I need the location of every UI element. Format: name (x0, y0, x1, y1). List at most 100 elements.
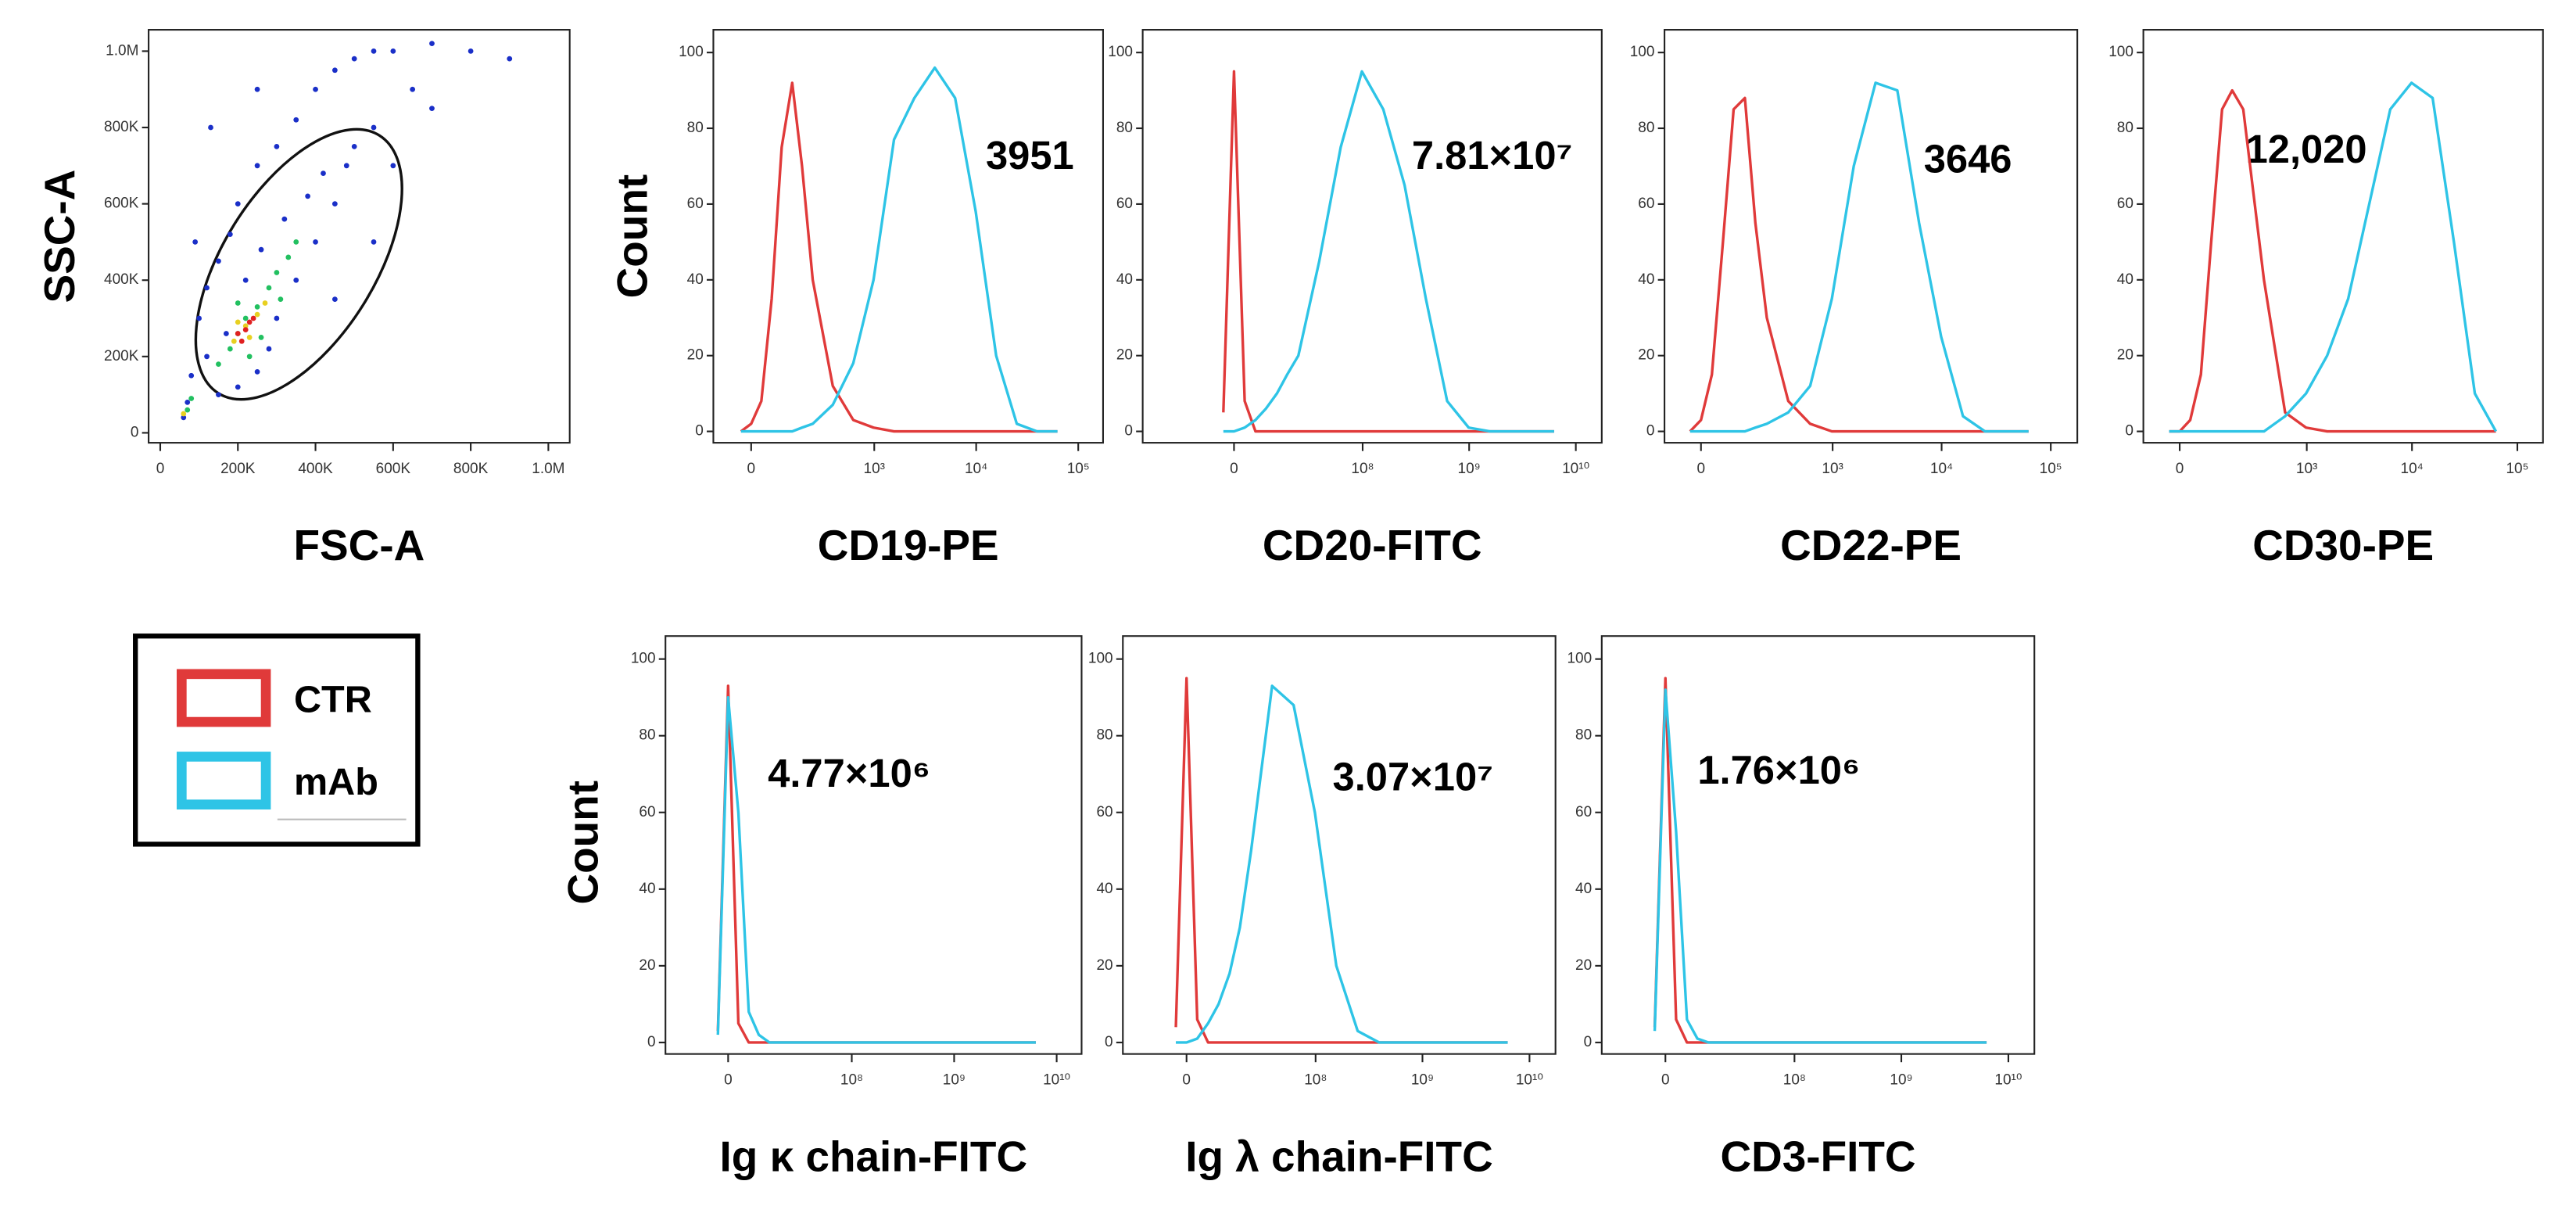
plot-frame (1600, 635, 2036, 1055)
y-tick-label: 20 (1116, 347, 1133, 364)
legend-label: mAb (294, 761, 378, 803)
point (429, 41, 435, 47)
annotation: 3.07×10⁷ (1333, 754, 1494, 799)
point (254, 163, 260, 169)
legend-box (133, 634, 421, 847)
y-tick-label: 60 (2117, 196, 2134, 212)
histogram-line (1653, 688, 1987, 1044)
y-tick-label: 60 (639, 804, 655, 820)
x-axis-label: Ig λ chain-FITC (1185, 1132, 1493, 1180)
point (305, 193, 311, 199)
y-tick-label: 100 (2108, 44, 2134, 60)
point (208, 124, 213, 131)
histogram-line (740, 66, 1058, 433)
y-tick-label: 40 (1116, 271, 1133, 288)
point (278, 296, 284, 302)
y-tick-label: 0 (1646, 423, 1655, 440)
legend-swatch (177, 752, 271, 810)
x-axis-label: FSC-A (294, 521, 425, 569)
y-tick-label: 0 (131, 424, 139, 440)
point (410, 86, 416, 92)
plot-frame (148, 29, 571, 444)
point (238, 338, 245, 344)
y-tick-label: 100 (1108, 44, 1133, 60)
y-tick-label: 1.0M (106, 42, 138, 59)
point (204, 354, 210, 360)
x-axis-label: Ig κ chain-FITC (720, 1132, 1028, 1180)
point (274, 315, 280, 321)
point (231, 338, 237, 344)
y-axis-label: Count (558, 781, 607, 905)
y-tick-label: 60 (1116, 196, 1133, 212)
x-tick-label: 0 (747, 461, 756, 477)
point (188, 396, 195, 401)
y-tick-label: 0 (1105, 1034, 1113, 1050)
point (250, 315, 256, 321)
point (293, 117, 299, 123)
y-tick-label: 0 (695, 423, 704, 440)
point (390, 48, 396, 54)
y-tick-label: 0 (647, 1034, 656, 1050)
x-tick-label: 10⁴ (965, 461, 987, 477)
x-axis-label: CD20-FITC (1263, 521, 1482, 569)
y-tick-label: 60 (687, 196, 704, 212)
point (429, 106, 435, 111)
y-tick-label: 60 (1638, 196, 1654, 212)
x-axis-label: CD3-FITC (1720, 1132, 1915, 1180)
y-tick-label: 200K (104, 348, 139, 364)
point (321, 170, 326, 176)
plot-frame (2142, 29, 2544, 444)
y-tick-label: 80 (1575, 727, 1592, 744)
x-tick-label: 0 (724, 1071, 733, 1088)
point (254, 304, 260, 310)
point (274, 144, 280, 149)
x-tick-label: 0 (2176, 461, 2184, 477)
y-axis-label: SSC-A (35, 170, 84, 303)
y-tick-label: 20 (1575, 957, 1592, 974)
point (185, 407, 191, 413)
point (216, 258, 221, 264)
point (235, 331, 241, 336)
y-tick-label: 80 (1638, 120, 1654, 136)
point (351, 144, 357, 149)
y-tick-label: 20 (2117, 347, 2134, 364)
y-tick-label: 20 (1096, 957, 1112, 974)
y-tick-label: 100 (1567, 651, 1592, 667)
point (254, 311, 260, 318)
point (293, 239, 299, 245)
y-tick-label: 40 (1096, 881, 1112, 897)
x-tick-label: 10⁸ (1351, 461, 1374, 477)
point (227, 346, 233, 352)
x-tick-label: 0 (1230, 461, 1238, 477)
y-tick-label: 400K (104, 271, 139, 288)
x-axis-label: CD30-PE (2252, 521, 2434, 569)
x-tick-label: 10¹⁰ (1994, 1071, 2022, 1088)
y-tick-label: 60 (1575, 804, 1592, 820)
point (371, 124, 377, 131)
y-tick-label: 0 (1584, 1034, 1593, 1050)
x-tick-label: 10⁴ (1930, 461, 1953, 477)
x-tick-label: 200K (220, 461, 256, 477)
x-tick-label: 0 (1661, 1071, 1670, 1088)
x-tick-label: 10⁹ (1890, 1071, 1912, 1088)
point (254, 86, 260, 92)
point (235, 300, 241, 306)
x-tick-label: 10³ (2296, 461, 2317, 477)
y-tick-label: 40 (2117, 271, 2134, 288)
gate (194, 127, 403, 401)
point (235, 384, 241, 390)
x-tick-label: 10⁴ (2401, 461, 2424, 477)
point (331, 296, 338, 302)
y-tick-label: 60 (1096, 804, 1112, 820)
point (188, 372, 195, 379)
point (371, 239, 377, 245)
y-tick-label: 40 (687, 271, 704, 288)
annotation: 1.76×10⁶ (1697, 748, 1860, 792)
x-tick-label: 0 (1696, 461, 1705, 477)
point (192, 239, 199, 245)
point (371, 48, 377, 54)
annotation: 12,020 (2246, 127, 2367, 171)
point (313, 239, 318, 245)
